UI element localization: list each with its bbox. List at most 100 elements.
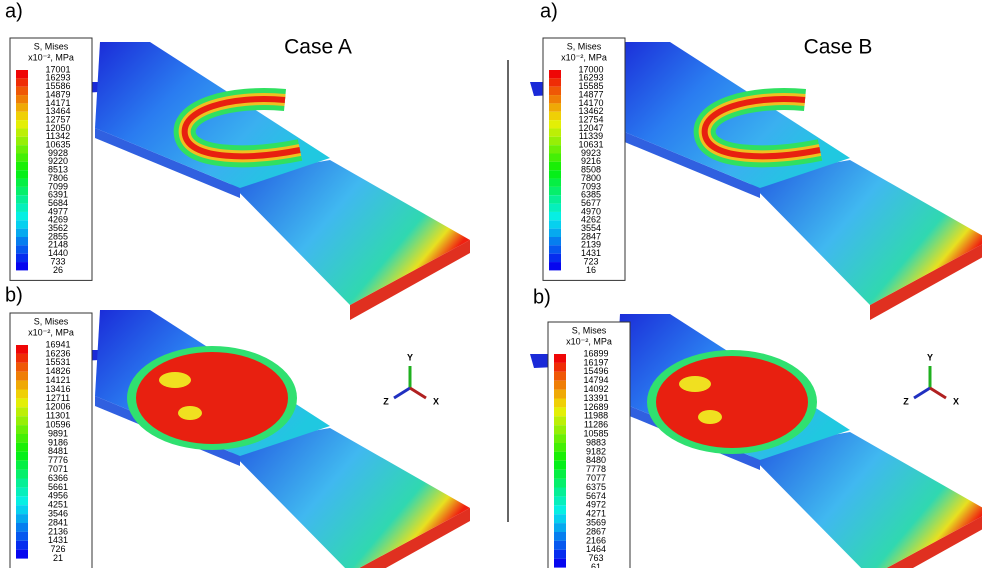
color-swatch xyxy=(549,187,561,195)
color-swatch xyxy=(554,550,566,559)
color-swatch xyxy=(16,505,28,514)
axis-y-label: Y xyxy=(927,352,933,362)
case-title: Case A xyxy=(284,36,352,59)
color-swatch xyxy=(16,128,28,136)
color-swatch xyxy=(549,78,561,86)
color-swatch xyxy=(16,229,28,237)
color-swatch xyxy=(16,381,28,390)
color-swatch xyxy=(554,434,566,443)
color-swatch xyxy=(549,137,561,145)
lower-sheet xyxy=(745,160,982,305)
color-swatch xyxy=(16,262,28,270)
legend-title: S, Mises xyxy=(34,41,69,51)
legend-title: S, Mises xyxy=(34,316,69,326)
color-swatch xyxy=(16,487,28,496)
legend-title: S, Mises xyxy=(567,41,602,51)
color-swatch xyxy=(554,363,566,372)
case-title: Case B xyxy=(804,36,873,59)
color-swatch xyxy=(16,212,28,220)
stress-zone xyxy=(136,352,288,444)
color-swatch xyxy=(16,170,28,178)
color-swatch xyxy=(554,461,566,470)
axis-z xyxy=(914,388,930,398)
legend-value: 21 xyxy=(53,553,63,563)
color-swatch xyxy=(16,452,28,461)
color-swatch xyxy=(16,162,28,170)
stress-spot xyxy=(178,406,202,420)
axis-z xyxy=(394,388,410,398)
color-swatch xyxy=(549,162,561,170)
stress-zone xyxy=(656,356,808,448)
color-swatch xyxy=(554,372,566,381)
color-swatch xyxy=(16,416,28,425)
color-swatch xyxy=(16,541,28,550)
color-swatch xyxy=(16,514,28,523)
color-swatch xyxy=(16,254,28,262)
color-swatch xyxy=(554,452,566,461)
color-swatch xyxy=(16,137,28,145)
color-swatch xyxy=(549,195,561,203)
color-swatch xyxy=(549,120,561,128)
color-swatch xyxy=(549,237,561,245)
color-swatch xyxy=(549,154,561,162)
axis-z-label: Z xyxy=(383,396,389,406)
color-swatch xyxy=(16,372,28,381)
color-swatch xyxy=(554,354,566,363)
color-swatch xyxy=(16,87,28,95)
axis-x xyxy=(410,388,426,398)
color-swatch xyxy=(554,505,566,514)
color-swatch xyxy=(16,425,28,434)
color-swatch xyxy=(549,112,561,120)
color-swatch xyxy=(554,381,566,390)
color-swatch xyxy=(16,363,28,372)
color-swatch xyxy=(554,407,566,416)
color-swatch xyxy=(16,354,28,363)
color-swatch xyxy=(549,220,561,228)
color-swatch xyxy=(554,532,566,541)
color-swatch xyxy=(16,390,28,399)
color-swatch xyxy=(16,434,28,443)
axis-triad: Y Z X xyxy=(383,352,439,406)
color-swatch xyxy=(554,416,566,425)
figure: a)S, Misesx10⁻², MPa17001162931558614879… xyxy=(0,0,982,568)
legend-unit: x10⁻², MPa xyxy=(28,52,74,62)
legend-value: 16 xyxy=(586,265,596,275)
color-swatch xyxy=(16,220,28,228)
legend-unit: x10⁻², MPa xyxy=(566,336,612,346)
color-swatch xyxy=(549,254,561,262)
color-swatch xyxy=(16,496,28,505)
color-swatch xyxy=(549,204,561,212)
color-swatch xyxy=(16,550,28,559)
color-swatch xyxy=(554,470,566,479)
color-swatch xyxy=(549,145,561,153)
axis-x-label: X xyxy=(433,396,439,406)
stress-spot xyxy=(159,372,191,388)
color-swatch xyxy=(549,103,561,111)
color-swatch xyxy=(549,229,561,237)
color-swatch xyxy=(16,112,28,120)
color-swatch xyxy=(549,87,561,95)
axis-x xyxy=(930,388,946,398)
stress-spot xyxy=(679,376,711,392)
axis-y-label: Y xyxy=(407,352,413,362)
lower-sheet xyxy=(225,428,470,568)
color-swatch xyxy=(16,470,28,479)
color-swatch xyxy=(549,262,561,270)
color-swatch xyxy=(554,488,566,497)
color-swatch xyxy=(16,154,28,162)
color-swatch xyxy=(16,120,28,128)
color-swatch xyxy=(549,212,561,220)
color-swatch xyxy=(549,95,561,103)
panel-label: a) xyxy=(5,0,23,22)
color-swatch xyxy=(554,523,566,532)
legend-unit: x10⁻², MPa xyxy=(28,327,74,337)
color-swatch xyxy=(16,204,28,212)
color-swatch xyxy=(16,407,28,416)
color-swatch xyxy=(554,443,566,452)
color-swatch xyxy=(554,541,566,550)
color-swatch xyxy=(554,390,566,399)
color-swatch xyxy=(16,78,28,86)
panel-label: b) xyxy=(5,284,23,306)
color-swatch xyxy=(16,245,28,253)
